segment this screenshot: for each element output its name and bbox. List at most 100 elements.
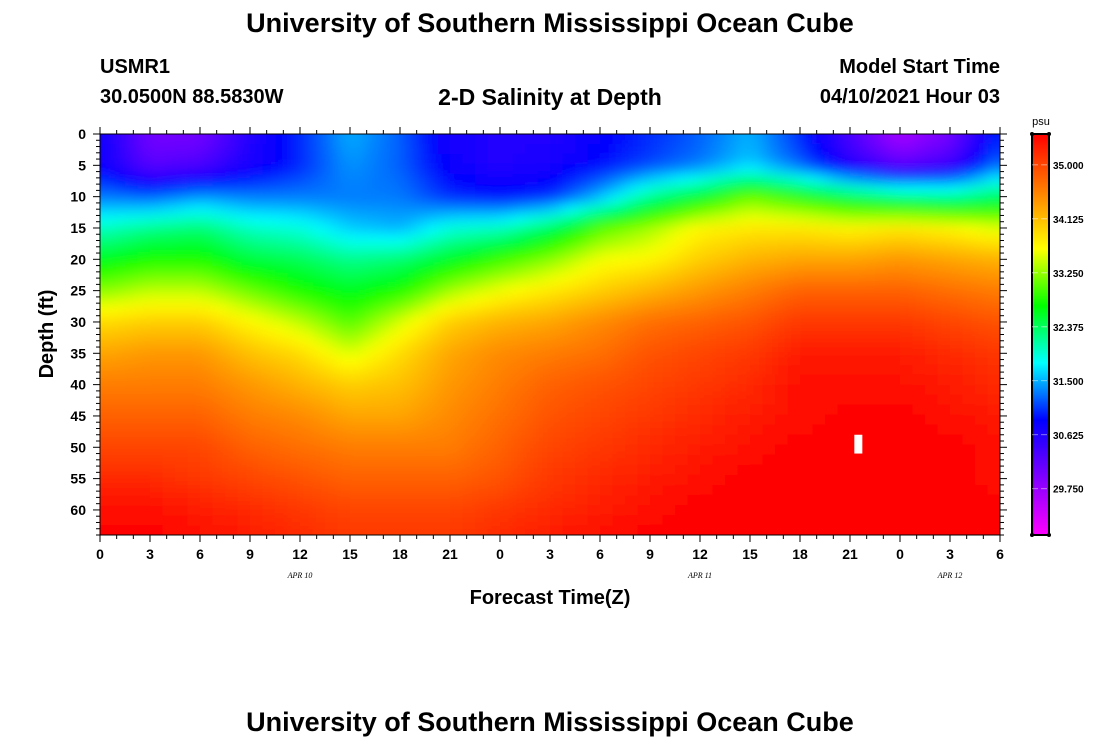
heatmap-cell <box>462 264 476 275</box>
heatmap-cell <box>375 114 388 125</box>
heatmap-cell <box>737 184 751 195</box>
heatmap-cell <box>487 324 501 336</box>
heatmap-cell <box>375 394 389 406</box>
heatmap-cell <box>837 394 851 406</box>
heatmap-cell <box>425 294 439 306</box>
heatmap-cell <box>1013 515 1026 526</box>
heatmap-cell <box>162 234 176 245</box>
heatmap-cell <box>975 434 989 446</box>
heatmap-cell <box>737 334 751 346</box>
heatmap-cell <box>437 204 451 215</box>
heatmap-cell <box>325 414 339 426</box>
heatmap-cell <box>625 114 638 125</box>
heatmap-cell <box>837 294 851 306</box>
heatmap-cell <box>800 474 814 486</box>
heatmap-cell <box>937 244 951 255</box>
heatmap-cell <box>450 224 464 235</box>
heatmap-cell <box>350 364 364 376</box>
heatmap-cell <box>775 464 789 476</box>
heatmap-cell <box>412 454 426 466</box>
heatmap-cell <box>950 134 964 135</box>
heatmap-cell <box>950 444 964 456</box>
heatmap-cell <box>900 364 914 376</box>
heatmap-cell <box>375 284 389 296</box>
heatmap-cell <box>575 354 589 366</box>
heatmap-cell <box>450 484 464 496</box>
heatmap-cell <box>387 194 401 205</box>
heatmap-cell <box>250 394 264 406</box>
heatmap-cell <box>200 374 214 386</box>
heatmap-cell <box>787 434 801 446</box>
heatmap-cell <box>162 134 176 145</box>
heatmap-cell <box>750 464 764 476</box>
heatmap-cell <box>663 535 676 546</box>
heatmap-cell <box>275 454 289 466</box>
heatmap-cell <box>237 434 251 446</box>
heatmap-cell <box>900 114 913 125</box>
heatmap-cell <box>425 264 439 275</box>
heatmap-cell <box>362 474 376 486</box>
heatmap-cell <box>375 164 389 175</box>
heatmap-cell <box>837 484 851 496</box>
heatmap-cell <box>937 254 951 265</box>
heatmap-cell <box>737 204 751 215</box>
heatmap-cell <box>912 344 926 356</box>
heatmap-cell <box>837 154 851 165</box>
heatmap-cell <box>100 184 114 195</box>
heatmap-cell <box>887 494 901 506</box>
model-start-label: Model Start Time <box>839 56 1000 78</box>
heatmap-cell <box>700 184 714 195</box>
heatmap-cell <box>750 434 764 446</box>
heatmap-cell <box>987 414 1000 426</box>
heatmap-cell <box>337 354 351 366</box>
heatmap-cell <box>237 284 251 296</box>
heatmap-cell <box>362 134 376 145</box>
heatmap-cell <box>825 384 839 396</box>
heatmap-cell <box>675 524 689 535</box>
heatmap-cell <box>462 134 476 135</box>
heatmap-cell <box>500 535 513 546</box>
heatmap-cell <box>500 494 514 506</box>
heatmap-cell <box>237 334 251 346</box>
heatmap-cell <box>900 344 914 356</box>
heatmap-cell <box>650 214 664 225</box>
heatmap-cell <box>312 464 326 476</box>
heatmap-cell <box>287 184 301 195</box>
heatmap-cell <box>900 324 914 336</box>
heatmap-cell <box>337 364 351 376</box>
heatmap-cell <box>300 194 314 205</box>
heatmap-cell <box>225 354 239 366</box>
heatmap-cell <box>937 314 951 326</box>
heatmap-cell <box>475 284 489 296</box>
heatmap-cell <box>537 384 551 396</box>
heatmap-cell <box>625 304 639 316</box>
heatmap-cell <box>350 174 364 185</box>
heatmap-cell <box>475 264 489 275</box>
heatmap-cell <box>237 224 251 235</box>
heatmap-cell <box>987 324 1000 336</box>
heatmap-cell <box>287 434 301 446</box>
heatmap-cell <box>312 304 326 316</box>
heatmap-cell <box>612 514 626 526</box>
heatmap-cell <box>412 244 426 255</box>
heatmap-cell <box>175 204 189 215</box>
heatmap-cell <box>862 184 876 195</box>
heatmap-cell <box>687 324 701 336</box>
heatmap-cell <box>325 304 339 316</box>
heatmap-cell <box>912 434 926 446</box>
heatmap-cell <box>550 444 564 456</box>
heatmap-cell <box>487 474 501 486</box>
heatmap-cell <box>875 254 889 265</box>
heatmap-cell <box>625 224 639 235</box>
heatmap-cell <box>450 374 464 386</box>
heatmap-cell <box>837 134 851 145</box>
heatmap-cell <box>200 154 214 165</box>
heatmap-cell <box>237 494 251 506</box>
heatmap-cell <box>675 504 689 516</box>
heatmap-cell <box>275 234 289 245</box>
heatmap-cell <box>162 464 176 476</box>
heatmap-cell <box>900 264 914 275</box>
heatmap-cell <box>125 394 139 406</box>
heatmap-cell <box>162 414 176 426</box>
heatmap-cell <box>462 364 476 376</box>
